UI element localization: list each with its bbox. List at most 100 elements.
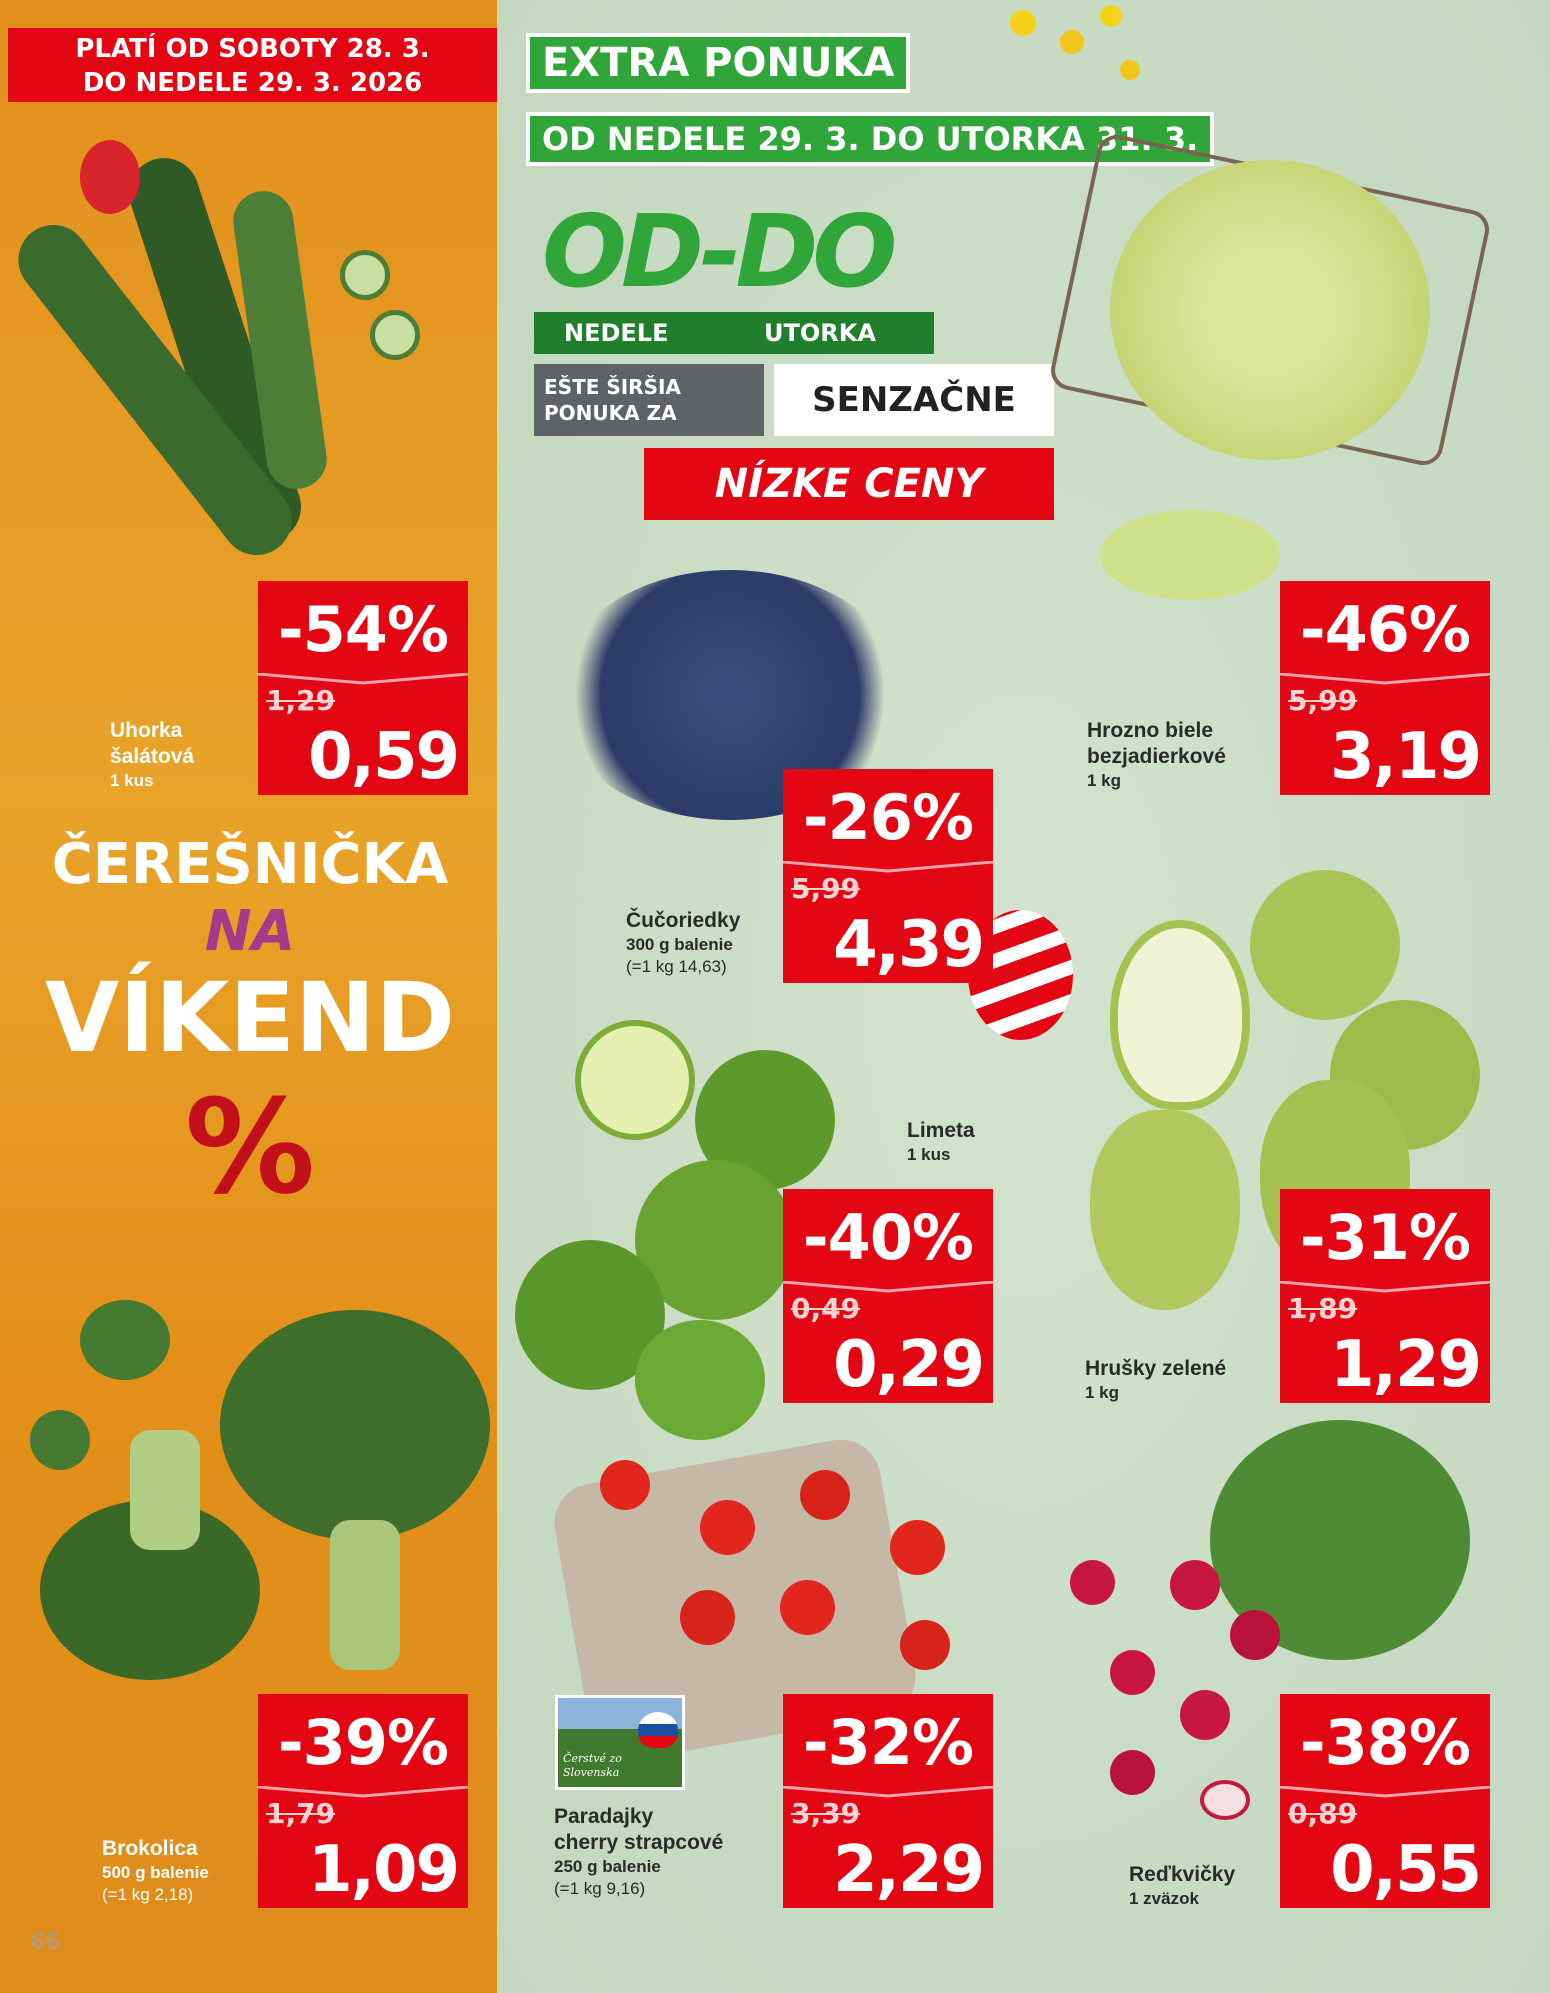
new-price: 0,55 <box>1330 1833 1482 1907</box>
old-price: 5,99 <box>1288 684 1358 717</box>
price-tag: -54% 1,29 0,59 <box>258 581 468 795</box>
old-price: 1,79 <box>266 1797 336 1830</box>
validity-line-2: DO NEDELE 29. 3. 2026 <box>82 68 423 98</box>
od-do-band: NEDELE UTORKA <box>534 312 934 354</box>
validity-line-1: PLATÍ OD SOBOTY 28. 3. <box>75 34 430 64</box>
new-price: 4,39 <box>833 908 985 982</box>
discount-percent: -54% <box>277 593 449 666</box>
discount-percent: -40% <box>802 1201 974 1274</box>
grapes-image <box>1047 131 1493 600</box>
product-name: Reďkvičky <box>1129 1863 1236 1886</box>
od-do-line3: NÍZKE CENY <box>644 448 1054 520</box>
chevron-divider <box>783 1281 993 1293</box>
slovak-flag-heart-icon <box>638 1712 678 1748</box>
new-price: 2,29 <box>833 1833 985 1907</box>
new-price: 0,59 <box>308 720 460 794</box>
od-do-line1: EŠTE ŠIRŠIA PONUKA ZA <box>534 364 764 436</box>
od-do-title: OD-DO <box>542 193 897 310</box>
chevron-divider <box>1280 1281 1490 1293</box>
product-unit: 1 kus <box>110 771 154 790</box>
product-name: Paradajky <box>554 1805 654 1828</box>
chevron-divider <box>258 673 468 685</box>
easter-egg-icon <box>80 140 140 214</box>
old-price: 0,49 <box>791 1292 861 1325</box>
extra-offer-dates: OD NEDELE 29. 3. DO UTORKA 31. 3. <box>526 112 1215 166</box>
radishes-image <box>1050 1420 1490 1840</box>
product-name: Čučoriedky <box>626 909 741 932</box>
weekend-promo: ČEREŠNIČKA NA VÍKEND % <box>10 830 490 1222</box>
price-tag: -38% 0,89 0,55 <box>1280 1694 1490 1908</box>
product-name: šalátová <box>110 745 195 768</box>
discount-percent: -46% <box>1299 593 1471 666</box>
price-tag: -40% 0,49 0,29 <box>783 1189 993 1403</box>
discount-percent: -39% <box>277 1706 449 1779</box>
cherry-percent-icon: % <box>184 1071 316 1223</box>
price-tag: -46% 5,99 3,19 <box>1280 581 1490 795</box>
od-do-from: NEDELE <box>564 319 669 347</box>
limes-image <box>515 1020 835 1440</box>
old-price: 5,99 <box>791 872 861 905</box>
old-price: 1,29 <box>266 684 336 717</box>
od-do-logo: OD-DO NEDELE UTORKA EŠTE ŠIRŠIA PONUKA Z… <box>534 200 1064 530</box>
old-price: 0,89 <box>1288 1797 1358 1830</box>
chevron-divider <box>258 1786 468 1798</box>
price-tag: -32% 3,39 2,29 <box>783 1694 993 1908</box>
product-unit-price: (=1 kg 2,18) <box>102 1885 194 1904</box>
product-label: Limeta 1 kus <box>907 1118 975 1166</box>
discount-percent: -32% <box>802 1706 974 1779</box>
chevron-divider <box>1280 1786 1490 1798</box>
origin-badge-text: Čerstvé zo Slovenska <box>563 1752 622 1779</box>
chevron-divider <box>1280 673 1490 685</box>
chevron-divider <box>783 1786 993 1798</box>
product-unit: 1 kus <box>907 1145 951 1164</box>
product-unit: 1 zväzok <box>1129 1889 1199 1908</box>
page-number: 66 <box>30 1930 61 1955</box>
extra-offer-label: EXTRA PONUKA <box>526 33 911 93</box>
weekend-promo-line1: ČEREŠNIČKA <box>51 832 449 897</box>
product-unit-price: (=1 kg 14,63) <box>626 957 727 976</box>
new-price: 1,29 <box>1330 1328 1482 1402</box>
product-unit: 500 g balenie <box>102 1863 209 1882</box>
new-price: 3,19 <box>1330 720 1482 794</box>
weekend-promo-line2: NA <box>204 899 296 964</box>
od-do-to: UTORKA <box>764 319 876 347</box>
product-unit: 1 kg <box>1085 1383 1120 1402</box>
validity-banner: PLATÍ OD SOBOTY 28. 3. DO NEDELE 29. 3. … <box>8 28 497 102</box>
product-unit: 250 g balenie <box>554 1857 661 1876</box>
chevron-divider <box>783 861 993 873</box>
discount-percent: -38% <box>1299 1706 1471 1779</box>
weekend-promo-line3: VÍKEND <box>44 962 455 1074</box>
product-name: Uhorka <box>110 719 183 742</box>
product-unit: 1 kg <box>1087 771 1122 790</box>
price-tag: -26% 5,99 4,39 <box>783 769 993 983</box>
discount-percent: -31% <box>1299 1201 1471 1274</box>
discount-percent: -26% <box>802 781 974 854</box>
product-unit-price: (=1 kg 9,16) <box>554 1879 646 1898</box>
tomatoes-image <box>548 1433 1010 1770</box>
origin-badge: Čerstvé zo Slovenska <box>555 1695 685 1790</box>
product-name: Hrušky zelené <box>1085 1357 1227 1380</box>
product-name: Limeta <box>907 1119 975 1142</box>
product-label: Paradajky cherry strapcové 250 g balenie (=… <box>554 1804 723 1900</box>
product-name: Hrozno biele <box>1087 719 1214 742</box>
old-price: 1,89 <box>1288 1292 1358 1325</box>
cucumber-image <box>4 130 420 570</box>
product-label: Hrušky zelené 1 kg <box>1085 1356 1226 1404</box>
product-label: Čučoriedky 300 g balenie (=1 kg 14,63) <box>626 908 740 978</box>
new-price: 0,29 <box>833 1328 985 1402</box>
old-price: 3,39 <box>791 1797 861 1830</box>
product-label: Brokolica 500 g balenie (=1 kg 2,18) <box>102 1836 209 1906</box>
product-label: Reďkvičky 1 zväzok <box>1129 1862 1235 1910</box>
broccoli-image <box>20 1300 500 1680</box>
product-unit: 300 g balenie <box>626 935 733 954</box>
price-tag: -31% 1,89 1,29 <box>1280 1189 1490 1403</box>
product-name: cherry strapcové <box>554 1831 724 1854</box>
product-name: bezjadierkové <box>1087 745 1226 768</box>
product-label: Hrozno biele bezjadierkové 1 kg <box>1087 718 1226 792</box>
od-do-line2: SENZAČNE <box>774 364 1054 436</box>
flower-decoration <box>990 0 1160 100</box>
product-label: Uhorka šalátová 1 kus <box>110 718 194 792</box>
product-name: Brokolica <box>102 1837 198 1860</box>
price-tag: -39% 1,79 1,09 <box>258 1694 468 1908</box>
new-price: 1,09 <box>308 1833 460 1907</box>
